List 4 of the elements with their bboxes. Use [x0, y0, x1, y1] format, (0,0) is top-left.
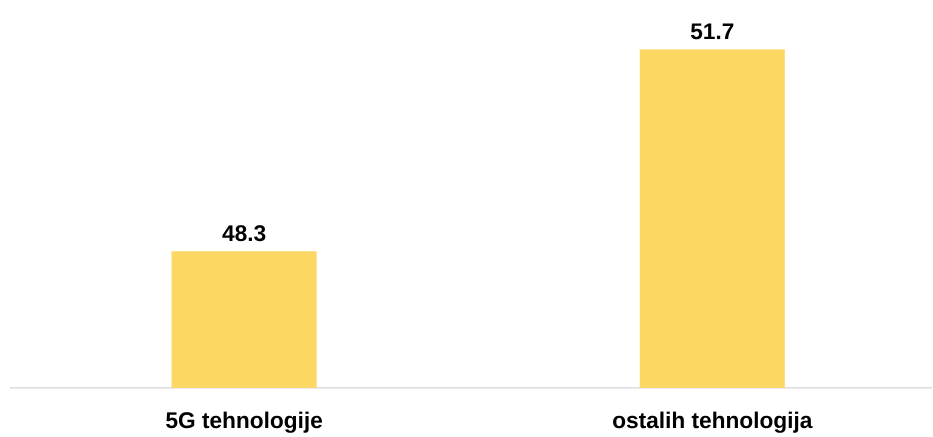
data-label: 51.7 — [690, 23, 734, 40]
x-tick-label: ostalih tehnologija — [613, 411, 813, 433]
x-tick-label: 5G tehnologije — [166, 411, 322, 433]
data-label: 48.3 — [222, 225, 266, 242]
